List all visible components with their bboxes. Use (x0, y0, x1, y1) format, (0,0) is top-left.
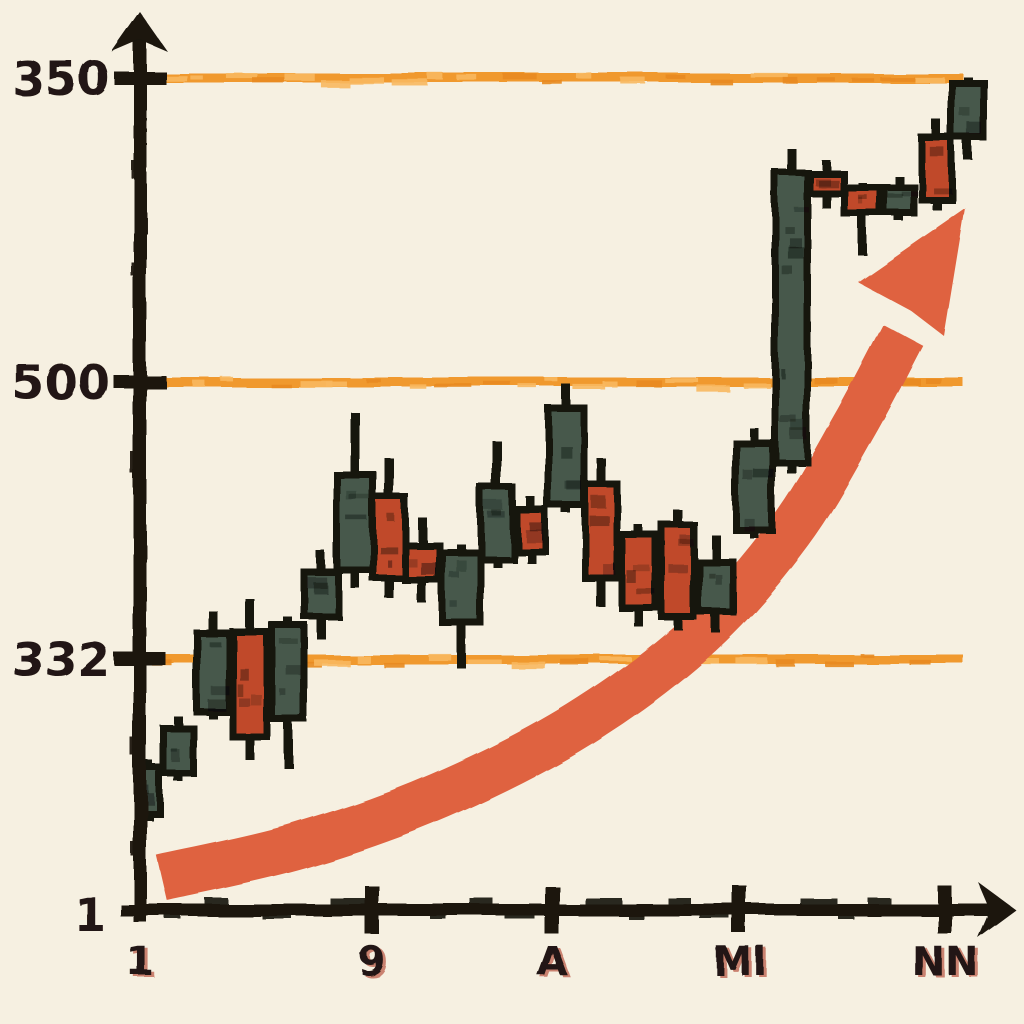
x-axis-texture (430, 912, 446, 919)
candle-body (369, 493, 409, 582)
trend-arrow-shaft (156, 324, 924, 901)
y-axis-texture (138, 302, 147, 320)
y-axis-texture (131, 262, 140, 276)
candle-up (732, 428, 776, 538)
y-tick (114, 375, 166, 389)
candle-body (438, 548, 484, 626)
x-tick-label-shadow: 9 (361, 941, 389, 987)
x-tick-label-shadow: NN (915, 941, 982, 987)
candle-down (369, 458, 409, 598)
y-tick (114, 71, 166, 85)
x-tick-label-A: A (537, 939, 568, 985)
x-axis-texture (868, 898, 891, 905)
y-axis-texture (131, 842, 140, 856)
y-axis-texture (138, 545, 147, 559)
y-tick-label-1: 1 (74, 888, 106, 942)
x-axis-texture (165, 912, 181, 919)
y-tick-label-500: 500 (12, 356, 110, 411)
candle-down (658, 510, 698, 630)
candle-body (880, 183, 918, 217)
x-axis-texture (470, 898, 493, 905)
candle-down (918, 120, 956, 210)
x-axis-texture (585, 898, 622, 905)
candle-down (581, 458, 621, 607)
candle-up (477, 441, 517, 567)
candle-down (840, 182, 884, 255)
candle-up (438, 544, 484, 668)
candle-body (732, 439, 776, 534)
x-tick-label-shadow: A (540, 941, 571, 987)
gridline (152, 72, 963, 88)
y-axis-texture (131, 160, 140, 178)
candle-down (229, 599, 271, 760)
x-tick (733, 886, 747, 934)
candle-wick (857, 182, 867, 255)
x-tick-label-1: 1 (126, 939, 154, 985)
candle-up (948, 77, 988, 160)
x-tick (545, 886, 559, 934)
y-tick-label-350: 350 (12, 52, 110, 107)
x-tick-label-9: 9 (358, 939, 386, 985)
x-tick-label-shadow: 1 (129, 941, 157, 987)
y-tick-label-332: 332 (12, 633, 110, 688)
candle-down (513, 497, 549, 563)
candle-down (618, 525, 660, 627)
x-tick-label-NN: NN (912, 939, 979, 985)
candle-up (268, 617, 308, 768)
y-axis-texture (138, 212, 147, 234)
candle-up (300, 551, 342, 639)
x-axis-texture (838, 912, 854, 919)
x-axis-arrow-icon (978, 882, 1016, 938)
x-tick (938, 886, 952, 934)
y-axis-texture (138, 118, 147, 132)
x-tick-label-MI: MI (713, 939, 768, 985)
x-axis-texture (330, 898, 367, 905)
candle-body (333, 471, 377, 574)
trend-arrow-group (156, 208, 965, 901)
y-axis-texture (138, 792, 147, 814)
candle-up (880, 176, 919, 221)
x-axis-texture (505, 912, 535, 919)
y-axis-texture (131, 452, 140, 474)
candle-up (544, 384, 588, 513)
x-axis-texture (800, 898, 837, 905)
x-axis-texture (700, 912, 730, 919)
y-axis-arrow-icon (112, 12, 168, 52)
candle-up (695, 535, 737, 633)
y-tick (114, 652, 166, 666)
trend-arrow-head (858, 208, 965, 336)
candle-down (805, 160, 847, 208)
candle-body (771, 168, 811, 466)
x-tick (365, 886, 379, 934)
axes-group (112, 12, 1016, 938)
x-axis-texture (628, 912, 644, 919)
candle-up (193, 611, 233, 719)
candle-body (477, 484, 517, 563)
candles-group (133, 77, 988, 820)
candle-up (771, 148, 811, 473)
x-axis-texture (668, 898, 691, 905)
candle-body (193, 629, 233, 716)
candle-up (159, 716, 197, 781)
x-axis-texture (205, 898, 228, 905)
x-axis-texture (262, 912, 292, 919)
y-axis-texture (131, 738, 140, 756)
x-tick-label-shadow: MI (716, 941, 771, 987)
candle-body (695, 558, 737, 616)
